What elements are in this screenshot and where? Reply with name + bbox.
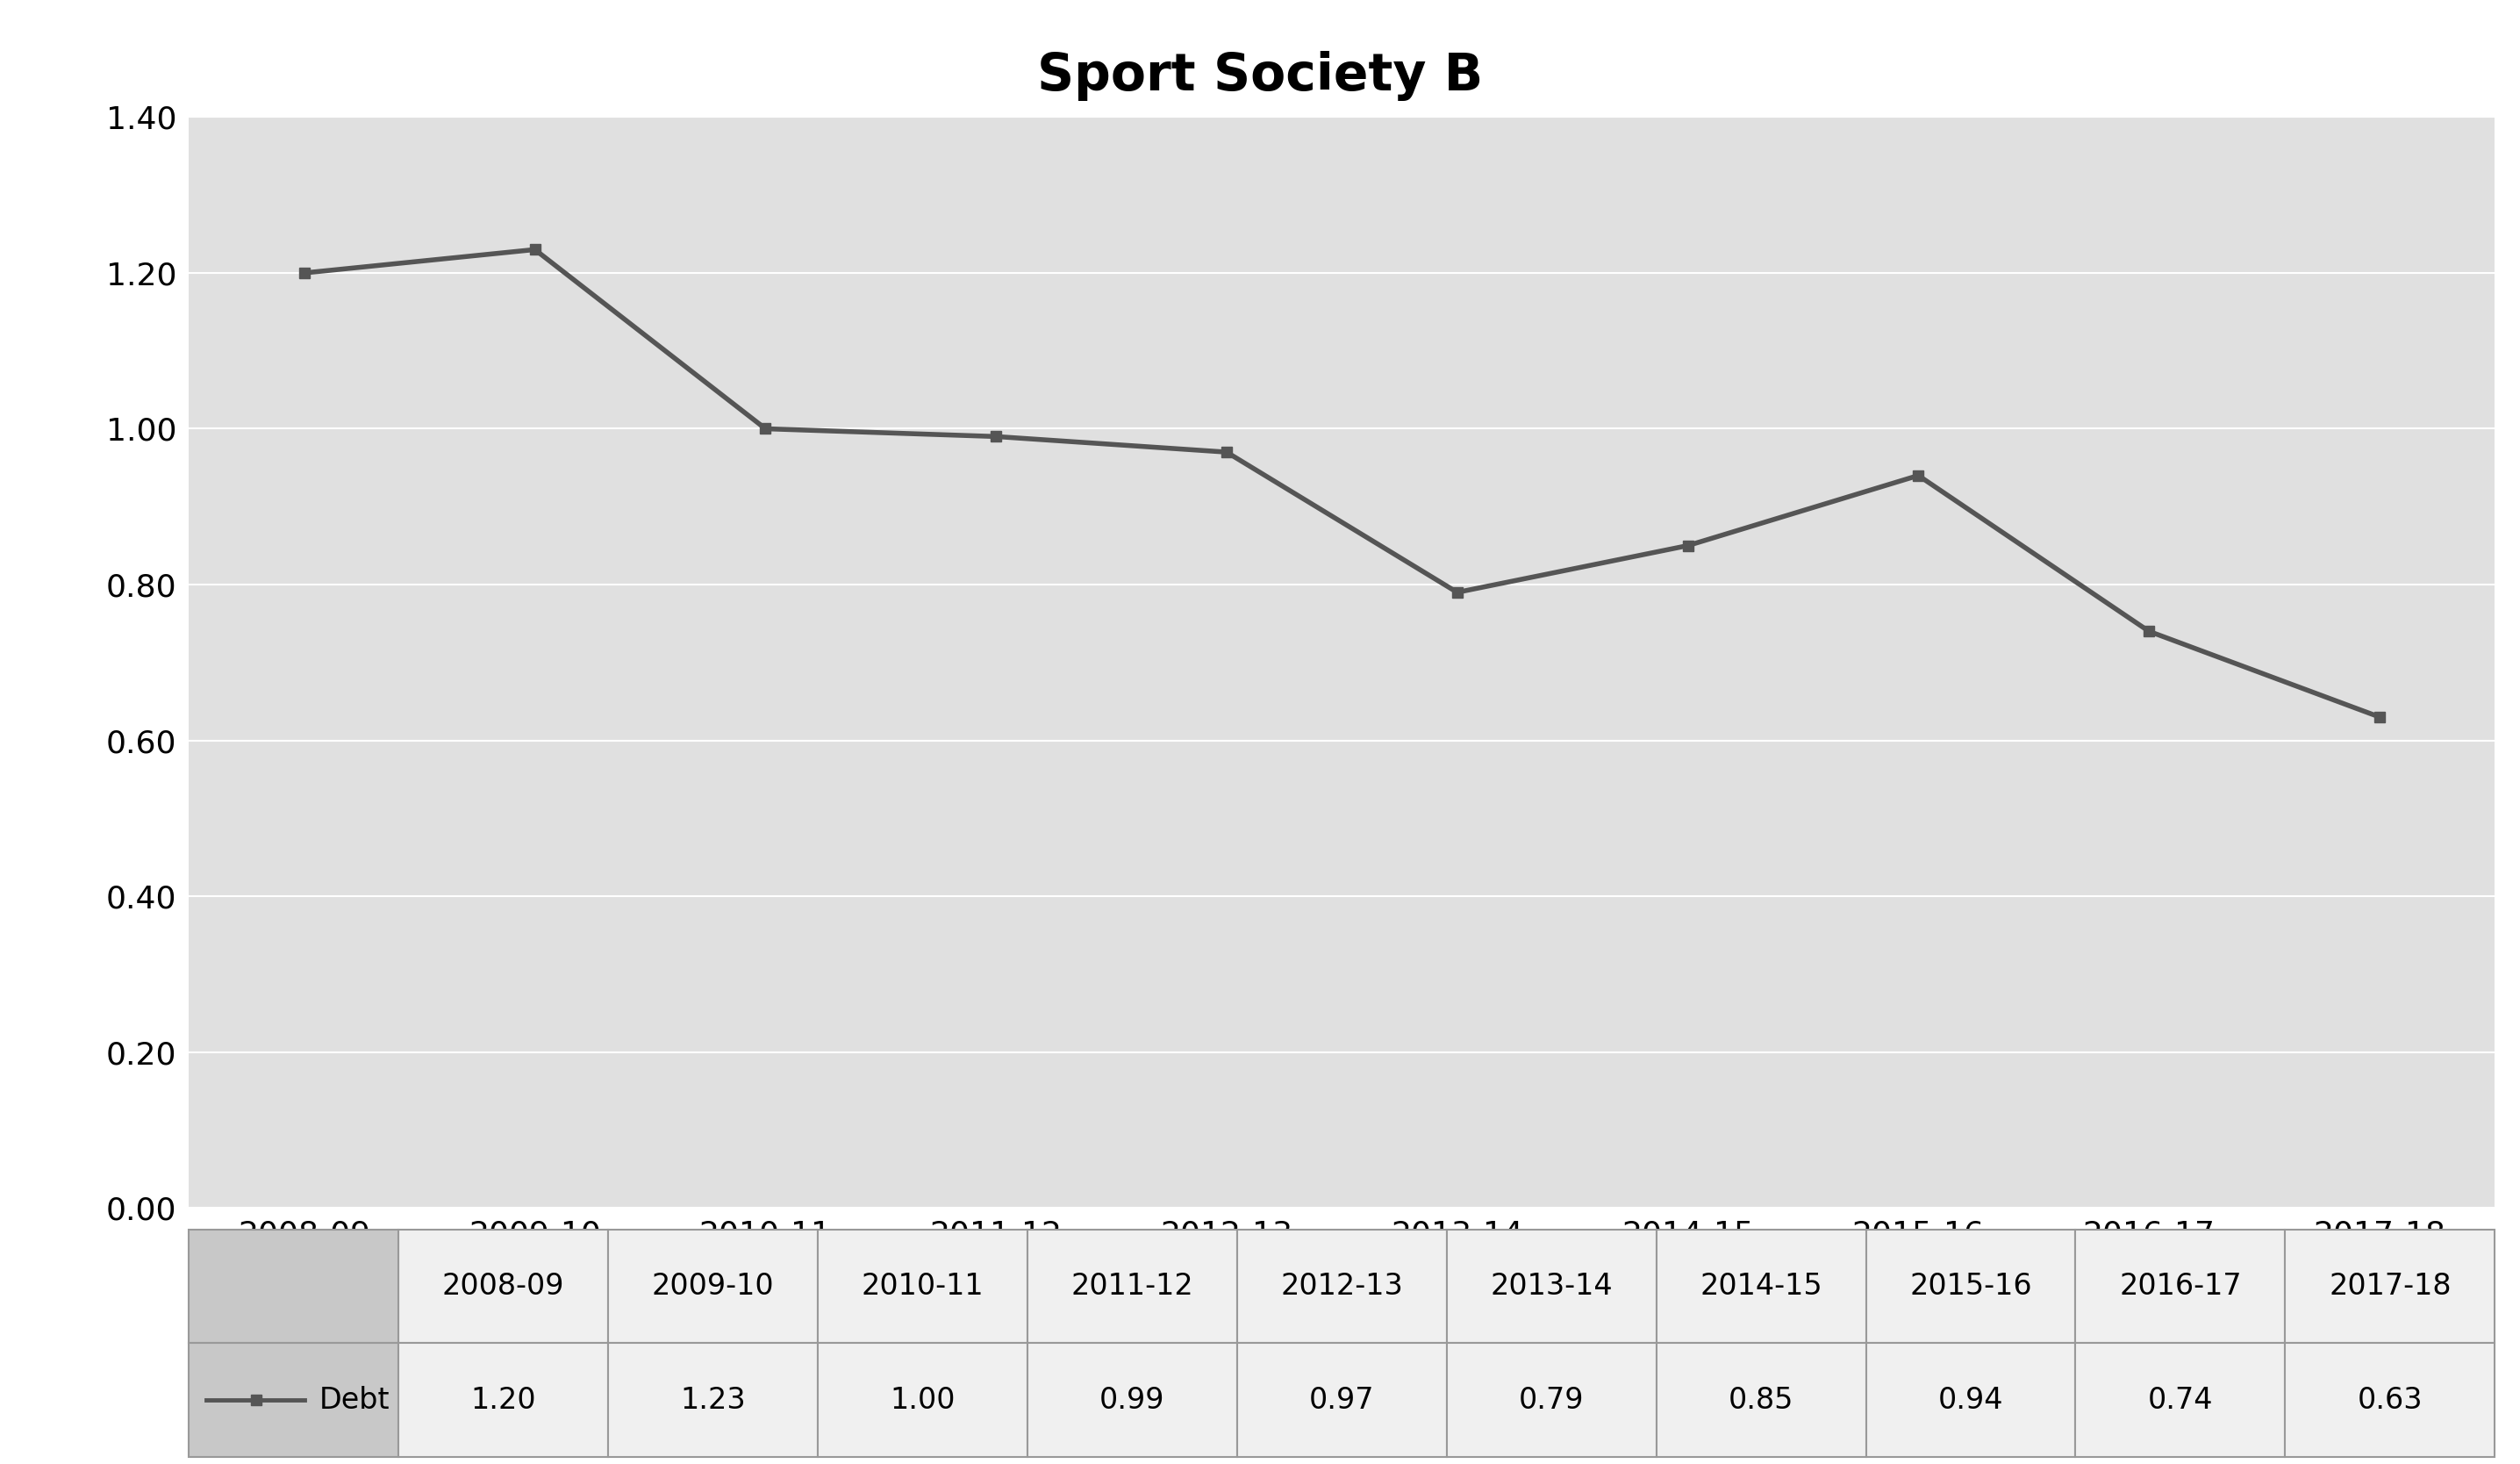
Bar bbox=[1656, 1344, 1865, 1457]
Bar bbox=[2076, 1230, 2286, 1344]
Bar bbox=[819, 1344, 1028, 1457]
Text: Sport Society B: Sport Society B bbox=[1038, 51, 1482, 101]
Bar bbox=[189, 1230, 398, 1344]
Bar bbox=[1446, 1344, 1656, 1457]
Bar bbox=[2076, 1344, 2286, 1457]
Bar bbox=[2286, 1344, 2495, 1457]
Text: 2010-11: 2010-11 bbox=[862, 1272, 983, 1301]
Bar bbox=[607, 1344, 819, 1457]
Text: 0.74: 0.74 bbox=[2147, 1385, 2213, 1414]
Bar bbox=[1028, 1344, 1237, 1457]
Text: 2011-12: 2011-12 bbox=[1071, 1272, 1194, 1301]
Text: 2008-09: 2008-09 bbox=[441, 1272, 564, 1301]
Text: 0.97: 0.97 bbox=[1310, 1385, 1373, 1414]
Text: 0.85: 0.85 bbox=[1729, 1385, 1794, 1414]
Text: 2013-14: 2013-14 bbox=[1489, 1272, 1613, 1301]
Text: 2015-16: 2015-16 bbox=[1910, 1272, 2031, 1301]
Bar bbox=[1865, 1230, 2076, 1344]
Bar bbox=[1656, 1230, 1865, 1344]
Text: 2017-18: 2017-18 bbox=[2328, 1272, 2452, 1301]
Bar bbox=[398, 1230, 607, 1344]
Text: 0.63: 0.63 bbox=[2356, 1385, 2422, 1414]
Text: 0.94: 0.94 bbox=[1938, 1385, 2003, 1414]
Bar bbox=[189, 1344, 398, 1457]
Bar bbox=[2286, 1230, 2495, 1344]
Text: 1.00: 1.00 bbox=[890, 1385, 955, 1414]
Text: 1.23: 1.23 bbox=[680, 1385, 746, 1414]
Bar bbox=[1237, 1344, 1446, 1457]
Bar bbox=[819, 1230, 1028, 1344]
Text: 2012-13: 2012-13 bbox=[1280, 1272, 1404, 1301]
Text: 1.20: 1.20 bbox=[471, 1385, 537, 1414]
Text: 2014-15: 2014-15 bbox=[1701, 1272, 1822, 1301]
Text: Debt: Debt bbox=[320, 1385, 391, 1414]
Text: 2009-10: 2009-10 bbox=[653, 1272, 774, 1301]
Bar bbox=[1237, 1230, 1446, 1344]
Bar bbox=[1446, 1230, 1656, 1344]
Text: 0.79: 0.79 bbox=[1520, 1385, 1585, 1414]
Bar bbox=[1865, 1344, 2076, 1457]
Bar bbox=[1028, 1230, 1237, 1344]
Bar bbox=[607, 1230, 819, 1344]
Text: 2016-17: 2016-17 bbox=[2119, 1272, 2243, 1301]
Bar bbox=[398, 1344, 607, 1457]
Text: 0.99: 0.99 bbox=[1099, 1385, 1164, 1414]
